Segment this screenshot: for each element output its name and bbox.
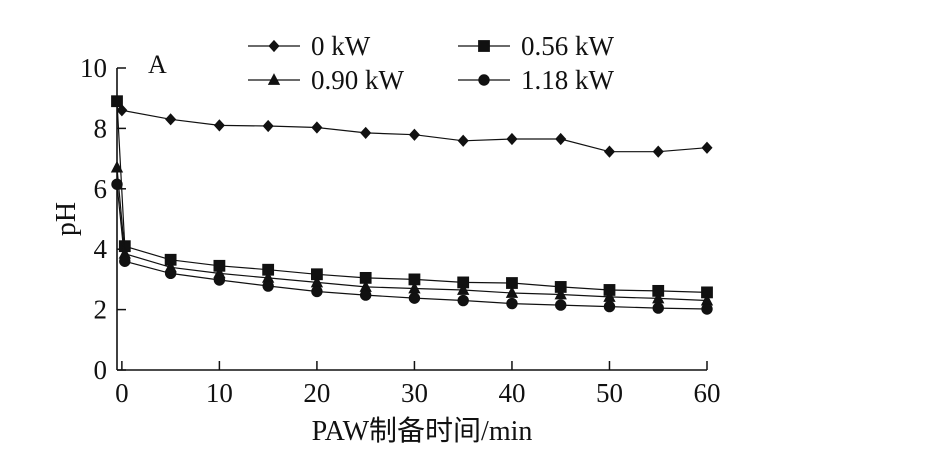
panel-label: A <box>148 50 167 79</box>
legend-marker <box>478 40 490 52</box>
series-2 <box>111 95 713 299</box>
data-point <box>311 285 323 298</box>
data-point <box>408 128 420 141</box>
legend-label: 0 kW <box>311 31 371 61</box>
data-point <box>262 119 274 133</box>
data-point <box>457 283 470 295</box>
y-axis-title: pH <box>51 202 82 236</box>
legend-entry: 0.90 kW <box>248 65 405 95</box>
x-tick-label: 10 <box>206 378 233 408</box>
x-axis-title: PAW制备时间/min <box>312 415 533 447</box>
data-point <box>262 280 274 292</box>
data-point <box>110 160 124 173</box>
data-point <box>652 145 664 158</box>
series-line <box>116 167 708 302</box>
legend-entry: 0.56 kW <box>458 31 615 61</box>
y-tick-label: 6 <box>94 174 108 204</box>
legend-label: 0.90 kW <box>311 65 405 95</box>
legend-entry: 0 kW <box>248 31 371 61</box>
data-point <box>119 255 131 267</box>
y-tick-label: 10 <box>80 53 107 83</box>
data-point <box>652 302 664 314</box>
data-point <box>555 299 567 311</box>
series-line <box>116 184 708 310</box>
legend: 0 kW 0.56 kW 0.90 kW 1.18 kW <box>248 31 615 95</box>
data-point <box>359 289 372 301</box>
data-point <box>164 267 177 280</box>
data-point <box>506 297 518 310</box>
x-tick-label: 0 <box>115 378 129 408</box>
x-tick-label: 40 <box>498 378 525 408</box>
legend-marker <box>268 39 280 53</box>
axes: 0 2 4 6 8 10 0 10 20 30 40 50 60 <box>80 53 721 408</box>
data-point <box>111 95 123 108</box>
data-point <box>111 178 123 190</box>
data-point <box>116 104 128 117</box>
x-tick-label: 30 <box>401 378 428 408</box>
legend-label: 0.56 kW <box>521 31 615 61</box>
series-4 <box>111 178 713 315</box>
data-point <box>603 145 616 158</box>
data-point <box>701 141 713 154</box>
data-point <box>555 132 567 146</box>
data-point <box>165 113 177 126</box>
data-point <box>457 134 469 147</box>
x-tick-label: 20 <box>303 378 330 408</box>
data-point <box>603 300 616 313</box>
legend-marker <box>478 74 490 86</box>
legend-label: 1.18 kW <box>521 65 615 95</box>
y-tick-label: 0 <box>94 355 108 385</box>
y-tick-label: 4 <box>94 234 108 264</box>
y-tick-label: 8 <box>94 113 108 143</box>
data-point <box>408 292 421 304</box>
data-point <box>506 132 518 146</box>
data-point <box>701 303 713 315</box>
y-tick-label: 2 <box>94 295 108 325</box>
legend-entry: 1.18 kW <box>458 65 615 95</box>
legend-marker <box>267 73 281 85</box>
data-point <box>360 126 372 140</box>
series-layer <box>110 95 714 315</box>
series-line <box>116 101 708 293</box>
series-1 <box>116 104 713 158</box>
data-point <box>457 294 469 307</box>
x-tick-label: 50 <box>596 378 623 408</box>
data-point <box>311 121 323 134</box>
data-point <box>505 286 519 298</box>
data-point <box>213 274 226 286</box>
data-point <box>554 287 567 300</box>
data-point <box>213 119 225 132</box>
x-tick-label: 60 <box>694 378 721 408</box>
